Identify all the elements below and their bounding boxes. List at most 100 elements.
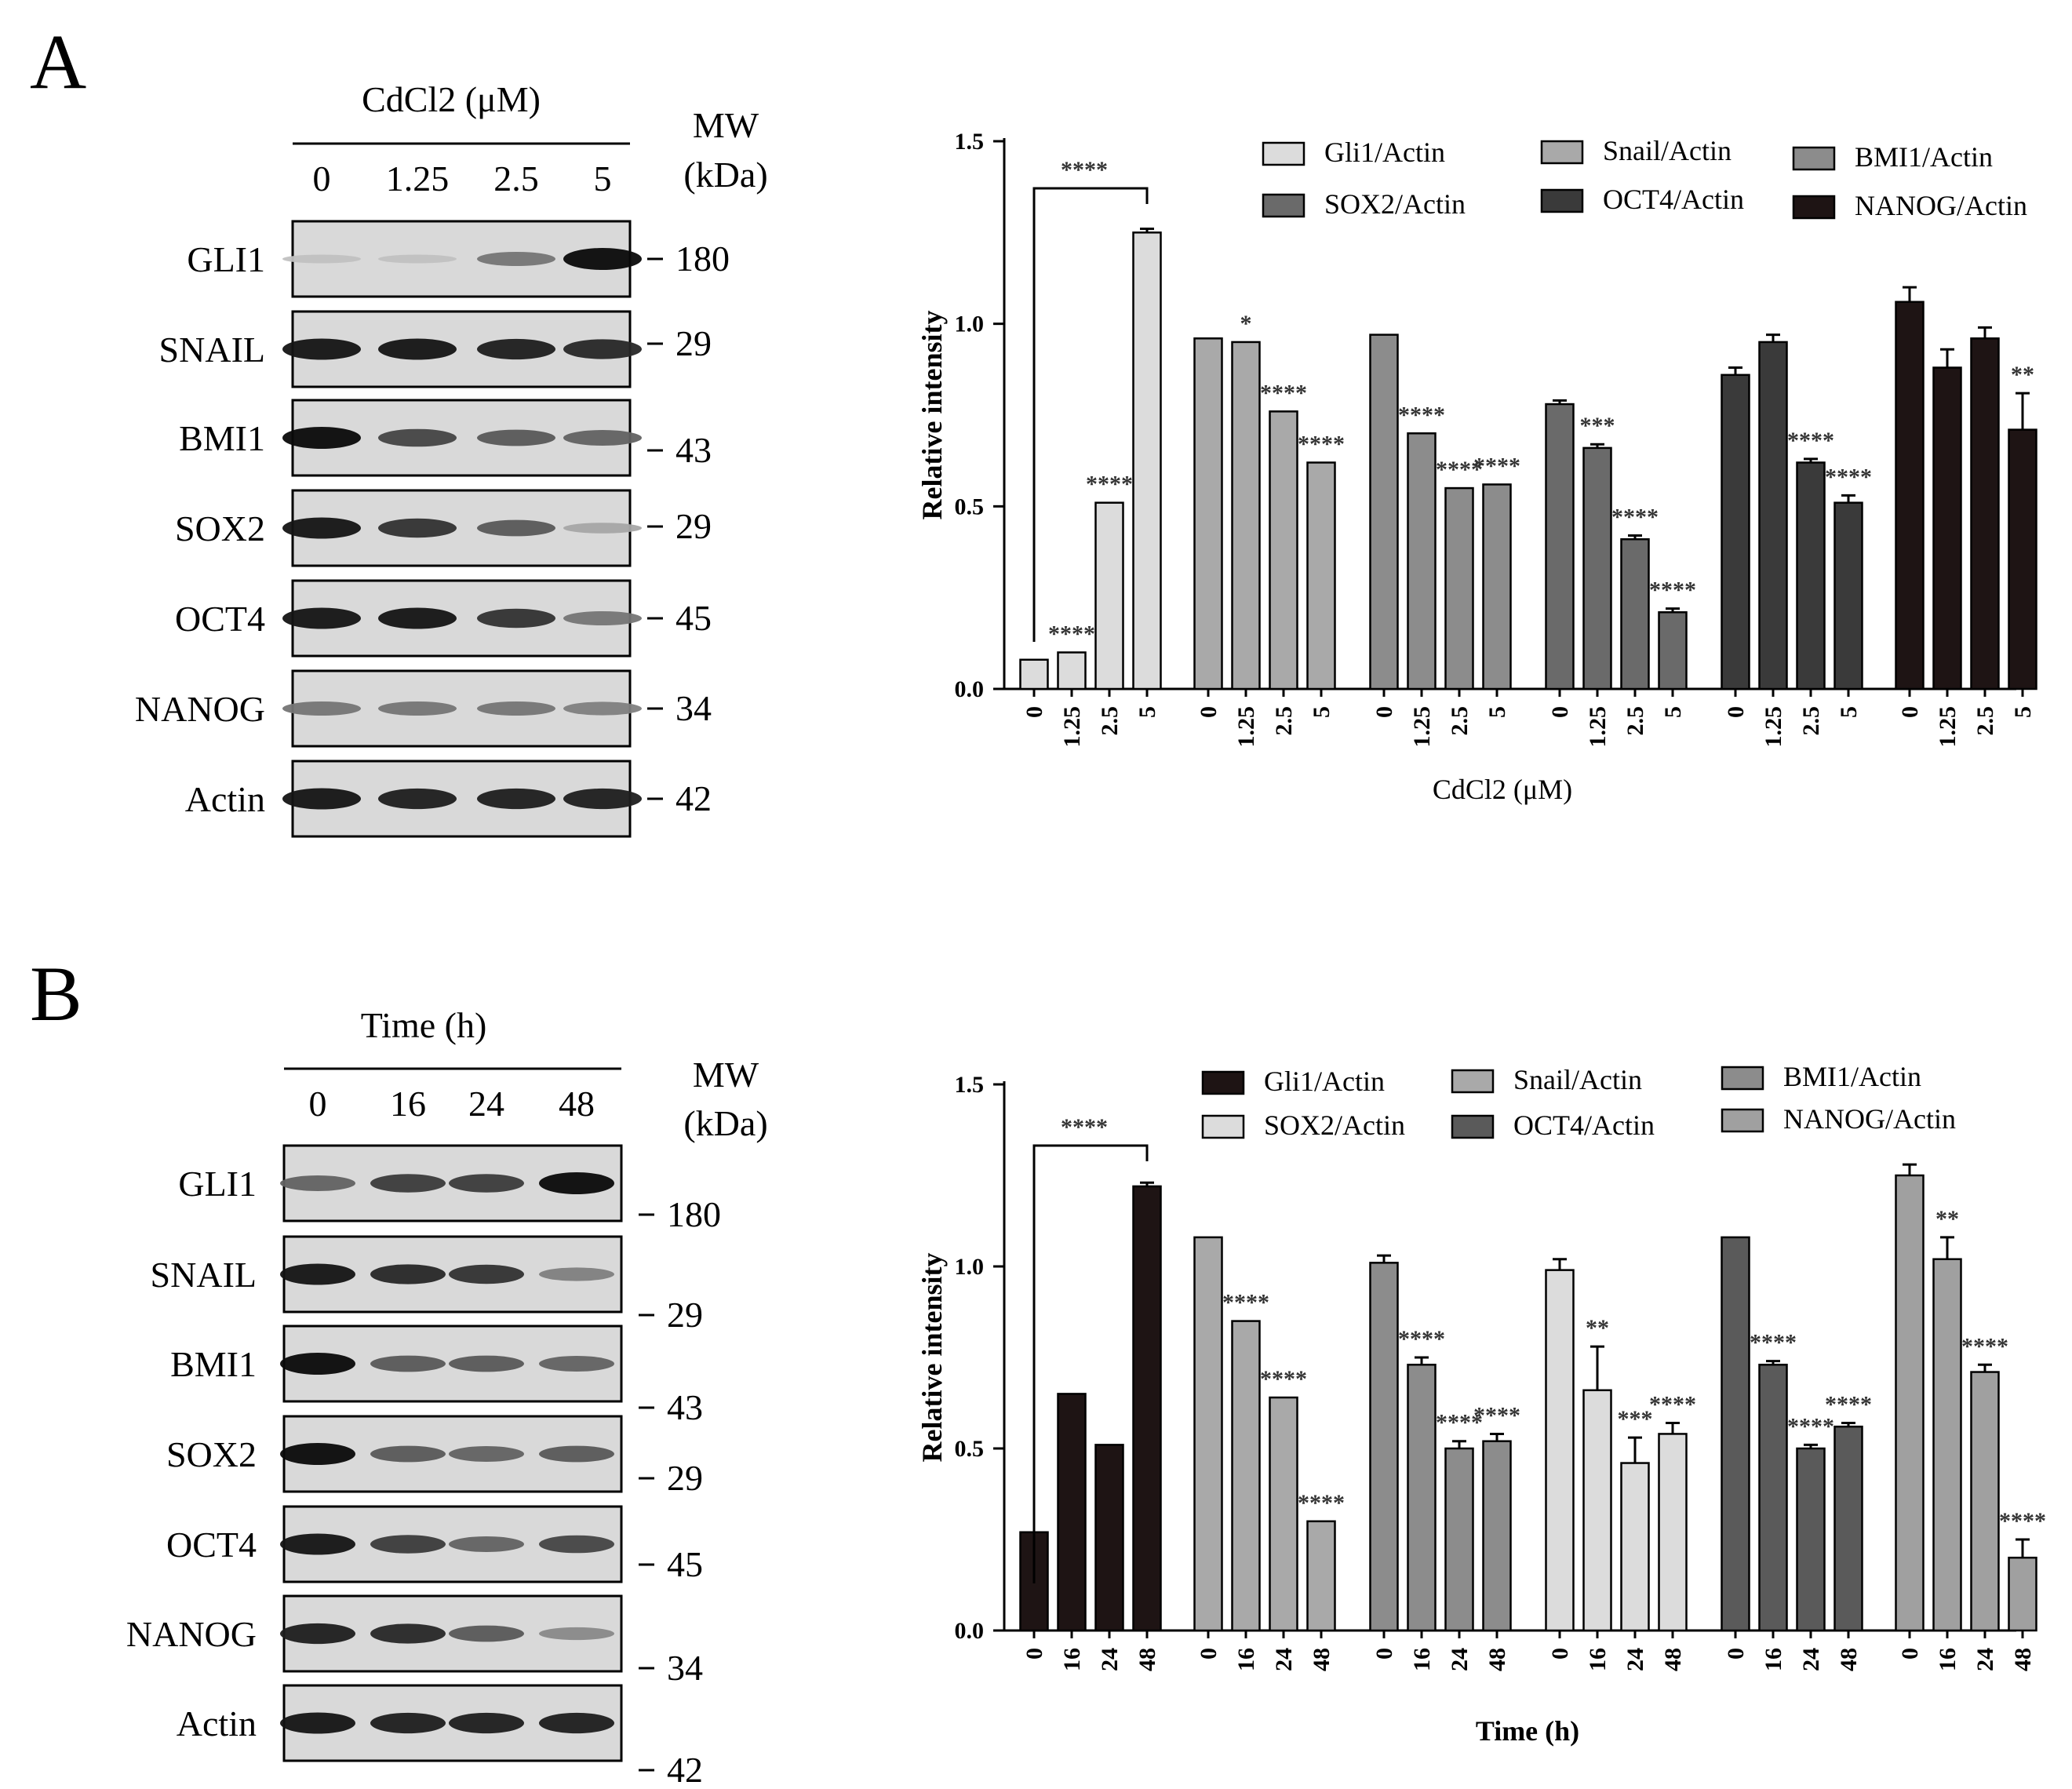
y-tick-label: 1.5 xyxy=(955,129,985,155)
significance-label: ** xyxy=(1935,1206,1959,1232)
legend-swatch xyxy=(1451,1114,1495,1139)
significance-label: **** xyxy=(1787,428,1834,454)
x-tick-label: 48 xyxy=(1836,1648,1862,1671)
legend-swatch xyxy=(1201,1114,1245,1139)
blot-band xyxy=(539,1535,614,1554)
significance-label: **** xyxy=(1222,1290,1269,1316)
blot-strip-bmi1 xyxy=(282,399,642,477)
bar xyxy=(1019,658,1049,690)
protein-label: BMI1 xyxy=(179,418,265,458)
blot-strip-actin xyxy=(282,760,642,838)
significance-label: **** xyxy=(1086,472,1133,497)
x-tick-label: 2.5 xyxy=(1097,706,1123,736)
bar xyxy=(1796,1447,1826,1632)
significance-label: * xyxy=(1240,311,1252,337)
y-tick-label: 1.5 xyxy=(955,1072,985,1098)
mw-value: 42 xyxy=(667,1750,703,1789)
bar xyxy=(1970,337,2000,690)
bar xyxy=(1193,1236,1223,1632)
x-tick-label: 24 xyxy=(1097,1648,1123,1671)
bar xyxy=(1057,651,1087,690)
bar xyxy=(1132,231,1162,690)
blot-band xyxy=(477,519,555,537)
bar xyxy=(1658,611,1688,690)
significance-label: **** xyxy=(1473,453,1520,479)
legend-swatch xyxy=(1721,1066,1764,1091)
bar xyxy=(1721,373,1750,690)
legend-swatch xyxy=(1201,1070,1245,1095)
blot-strip-gli1 xyxy=(282,220,642,298)
protein-label: SOX2 xyxy=(166,1434,257,1474)
blot-band xyxy=(378,254,457,264)
lane-label: 2.5 xyxy=(493,158,539,199)
x-tick-label: 16 xyxy=(1935,1648,1961,1671)
y-axis-title: Relative intensity xyxy=(916,1253,948,1463)
x-tick-label: 16 xyxy=(1409,1648,1435,1671)
blot-band xyxy=(282,427,361,449)
x-tick-label: 0 xyxy=(1897,706,1923,718)
blot-band xyxy=(477,701,555,716)
blot-band xyxy=(370,1445,446,1463)
blot-band xyxy=(539,1712,614,1734)
blot-band xyxy=(280,1353,355,1375)
bar xyxy=(1758,1364,1788,1632)
blot-band xyxy=(370,1535,446,1554)
bar xyxy=(1231,1320,1261,1632)
series-nanog-actin: ** xyxy=(1895,286,2037,690)
lane-label: 1.25 xyxy=(386,158,450,199)
legend-label: OCT4/Actin xyxy=(1603,184,1744,215)
legend-label: NANOG/Actin xyxy=(1855,190,2027,221)
lane-label: 24 xyxy=(468,1084,504,1124)
bar xyxy=(1306,461,1336,690)
protein-label: Actin xyxy=(177,1703,257,1743)
mw-value: 34 xyxy=(667,1648,703,1688)
x-tick-label: 24 xyxy=(1972,1648,1998,1671)
x-tick-label: 2.5 xyxy=(1271,706,1297,736)
x-tick-label: 48 xyxy=(2010,1648,2036,1671)
mw-unit: (kDa) xyxy=(683,155,767,195)
blot-strip-nanog xyxy=(282,669,642,748)
protein-label: SOX2 xyxy=(175,508,265,548)
x-tick-label: 0 xyxy=(1897,1648,1923,1660)
bar xyxy=(1545,1269,1575,1632)
blot-band xyxy=(477,429,555,446)
x-tick-label: 5 xyxy=(1660,706,1686,718)
bar xyxy=(1057,1393,1087,1632)
legend-swatch xyxy=(1721,1108,1764,1133)
panel-letter-a: A xyxy=(30,18,86,105)
lane-label: 0 xyxy=(313,158,331,199)
blot-band xyxy=(539,1627,614,1641)
bar xyxy=(2008,1556,2037,1632)
legend-label: Snail/Actin xyxy=(1513,1064,1642,1095)
bar xyxy=(1369,1262,1399,1632)
treatment-title: Time (h) xyxy=(361,1005,487,1045)
significance-label: **** xyxy=(1260,1366,1307,1392)
significance-label: *** xyxy=(1580,413,1615,439)
bar xyxy=(1895,301,1925,690)
blot-band xyxy=(563,523,642,534)
blot-band xyxy=(563,248,642,270)
blot-band xyxy=(378,607,457,629)
legend-swatch xyxy=(1451,1069,1495,1094)
mw-value: 29 xyxy=(675,323,712,363)
x-tick-label: 5 xyxy=(1309,706,1335,718)
significance-bracket xyxy=(1032,187,1149,642)
mw-value: 180 xyxy=(675,239,730,279)
x-tick-label: 5 xyxy=(1484,706,1510,718)
mw-value: 45 xyxy=(667,1544,703,1584)
blot-band xyxy=(539,1356,614,1372)
series-oct4-actin: ************ xyxy=(1721,1236,1872,1632)
x-tick-label: 16 xyxy=(1059,1648,1085,1671)
bar xyxy=(1895,1174,1925,1632)
significance-label: *** xyxy=(1618,1406,1653,1432)
significance-label: ** xyxy=(1586,1315,1609,1341)
blot-band xyxy=(539,1172,614,1194)
x-tick-label: 48 xyxy=(1660,1648,1686,1671)
blot-strip-snail xyxy=(282,310,642,388)
significance-label: **** xyxy=(1048,621,1095,647)
bar xyxy=(1833,501,1863,690)
bar xyxy=(1094,501,1124,690)
series-gli1-actin xyxy=(1019,1181,1162,1632)
legend-label: OCT4/Actin xyxy=(1513,1109,1655,1141)
x-tick-label: 2.5 xyxy=(1447,706,1473,736)
